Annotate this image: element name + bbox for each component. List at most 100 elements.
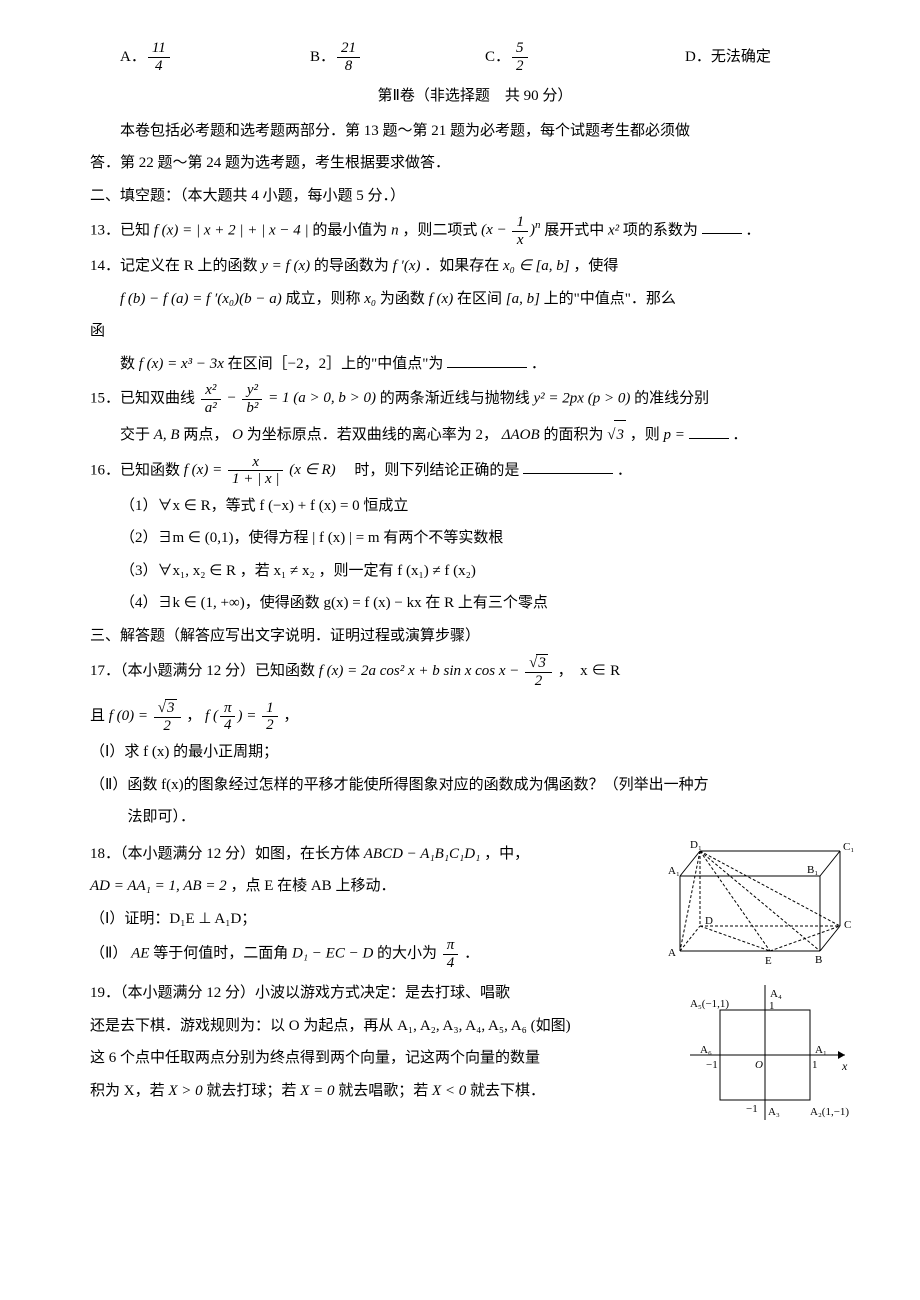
q19-l4-prefix: 积为 X，若 — [90, 1083, 165, 1099]
q13-mid1: 的最小值为 — [312, 222, 387, 238]
option-a-label: A． — [120, 43, 146, 72]
q14-y-eq: y = f (x) — [261, 258, 310, 274]
question-14-line-1: 14．记定义在 R 上的函数 y = f (x) 的导函数为 f ′(x) ．如… — [90, 252, 860, 281]
q13-x2: x² — [608, 222, 619, 238]
q17-pi: π — [220, 700, 236, 718]
q16-prefix: 16．已知函数 — [90, 462, 180, 478]
q19-l4-mid3: 就去下棋． — [470, 1083, 545, 1099]
q15-mid1: 的两条渐近线与抛物线 — [380, 390, 530, 406]
q15-x2: x² — [201, 382, 221, 400]
q16-fx-left: f (x) = — [184, 462, 226, 478]
q18-label-e: E — [765, 955, 772, 966]
q19-y1: 1 — [769, 1000, 775, 1012]
q19-l4-mid1: 就去打球；若 — [206, 1083, 296, 1099]
q14-l2-x0: x₀ — [364, 291, 376, 307]
q14-l2-eq: f (b) − f (a) = f ′(x₀)(b − a) — [120, 291, 282, 307]
q17-fx: f (x) = 2a cos² x + b sin x cos x − √32 — [319, 663, 558, 679]
q17-f0: f (0) = √32 — [109, 708, 187, 724]
q15-sqrt3: √3 — [607, 427, 626, 443]
instructions-line-2: 答．第 22 题～第 24 题为选考题，考生根据要求做答． — [90, 149, 860, 178]
q18-box: ABCD − A₁B₁C₁D₁ — [364, 846, 481, 862]
option-a-num: 11 — [148, 40, 170, 58]
q19-xm1: −1 — [706, 1059, 718, 1071]
part-3-header: 三、解答题（解答应写出文字说明．证明过程或演算步骤） — [90, 622, 860, 651]
q19-o: O — [755, 1059, 763, 1071]
q19-x-lt: X < 0 — [432, 1083, 466, 1099]
option-b-den: 8 — [337, 58, 360, 75]
q15-l2-tri: ΔAOB — [502, 427, 540, 443]
q17-fpi4-left: f ( — [205, 708, 218, 724]
q18-l2-mid: ，点 E 在棱 AB 上移动． — [230, 878, 395, 894]
q15-y2: y² — [242, 382, 262, 400]
q18-label-c: C — [844, 919, 851, 931]
q18-p2-4: 4 — [443, 955, 459, 972]
option-c-num: 5 — [512, 40, 528, 58]
q17-suffix: ， x ∈ R — [558, 663, 621, 679]
q15-l2-period: ． — [732, 427, 747, 443]
q14-l2-mid1: 成立，则称 — [285, 291, 360, 307]
q18-p2-prefix: （Ⅱ） — [90, 945, 127, 961]
q15-l2-ab: A, B — [154, 427, 180, 443]
question-18-line-2: AD = AA₁ = 1, AB = 2 ，点 E 在棱 AB 上移动． — [90, 872, 650, 901]
q15-b2: b² — [242, 400, 262, 417]
question-16-line-1: 16．已知函数 f (x) = x1 + | x | (x ∈ R) 时，则下列… — [90, 454, 860, 488]
q18-p2-ae: AE — [131, 945, 149, 961]
q15-l2-mid1: 两点， — [183, 427, 228, 443]
q14-fprime: f ′(x) — [393, 258, 421, 274]
instructions-line-1: 本卷包括必考题和选考题两部分．第 13 题～第 21 题为必考题，每个试题考生都… — [90, 117, 860, 146]
q14-l1-prefix: 14．记定义在 R 上的函数 — [90, 258, 258, 274]
question-17-line-1: 17．（本小题满分 12 分）已知函数 f (x) = 2a cos² x + … — [90, 654, 860, 689]
q14-l1-suffix: ，使得 — [573, 258, 618, 274]
q19-a2: A₂(1,−1) — [810, 1106, 849, 1118]
q19-a1: A₁ — [815, 1044, 827, 1056]
q17-fx-main: f (x) = 2a cos² x + b sin x cos x − — [319, 663, 523, 679]
q15-a2: a² — [201, 400, 221, 417]
q16-statement-1: （1）∀x ∈ R，等式 f (−x) + f (x) = 0 恒成立 — [90, 492, 860, 521]
q13-expand-open: (x − — [481, 222, 510, 238]
q15-parabola: y² = 2px (p > 0) — [534, 390, 631, 406]
q19-line-4: 积为 X，若 X > 0 就去打球；若 X = 0 就去唱歌；若 X < 0 就… — [90, 1077, 660, 1106]
q18-p2-dih: D₁ − EC − D — [292, 945, 373, 961]
q15-minus: − — [223, 390, 241, 406]
q18-part-1: （Ⅰ）证明：D₁E ⊥ A₁D； — [90, 905, 650, 934]
q14-blank — [447, 352, 527, 368]
q18-p2-pi: π — [443, 937, 459, 955]
q15-sqrt3-val: 3 — [614, 420, 626, 450]
option-a-den: 4 — [148, 58, 170, 75]
q15-l2-p: p = — [663, 427, 684, 443]
question-15-line-2: 交于 A, B 两点， O 为坐标原点．若双曲线的离心率为 2， ΔAOB 的面… — [90, 420, 860, 450]
q19-figure: 1 −1 −1 1 O x A₅(−1,1) A₄ A₆ A₁ A₃ A₂(1,… — [670, 975, 860, 1125]
option-d-label: D．无法确定 — [685, 43, 771, 72]
q17-sqrt3: 3 — [536, 654, 548, 672]
q19-x-gt: X > 0 — [168, 1083, 202, 1099]
q14-l2-ab: [a, b] — [506, 291, 540, 307]
q17-f0-num: 3 — [165, 699, 177, 717]
q13-prefix: 13．已知 — [90, 222, 150, 238]
q19-a6: A₆ — [700, 1044, 712, 1056]
q17-4: 4 — [220, 717, 236, 734]
q18-p2-mid2: 的大小为 — [377, 945, 437, 961]
q19-x-eq: X = 0 — [300, 1083, 334, 1099]
q13-fx: f (x) = | x + 2 | + | x − 4 | — [154, 222, 309, 238]
q15-l2-o: O — [232, 427, 243, 443]
q14-l2-mid3: 在区间 — [457, 291, 502, 307]
question-18-block: 18．（本小题满分 12 分）如图，在长方体 ABCD − A₁B₁C₁D₁ ，… — [90, 836, 860, 976]
q17-l2-end: ， — [283, 708, 298, 724]
q14-l3-prefix: 数 — [120, 356, 135, 372]
option-c-fraction: 5 2 — [512, 40, 528, 74]
q17-fpi4: f (π4) = 12 — [205, 708, 283, 724]
q17-half-den: 2 — [262, 717, 278, 734]
q18-p2-period: ． — [464, 945, 479, 961]
q18-label-a1: A₁ — [668, 865, 680, 877]
q18-mid1: ，中， — [484, 846, 529, 862]
question-15-line-1: 15．已知双曲线 x²a² − y²b² = 1 (a > 0, b > 0) … — [90, 382, 860, 416]
q15-prefix: 15．已知双曲线 — [90, 390, 195, 406]
q15-l2-mid4: ，则 — [630, 427, 660, 443]
q19-x1: 1 — [812, 1059, 818, 1071]
q16-period: ． — [617, 462, 632, 478]
option-b-fraction: 21 8 — [337, 40, 360, 74]
q15-hyperbola: x²a² − y²b² = 1 (a > 0, b > 0) — [199, 390, 380, 406]
q13-binomial: (x − 1x)n — [481, 222, 544, 238]
q13-blank — [702, 218, 742, 234]
q18-label-d1: D₁ — [690, 839, 702, 851]
